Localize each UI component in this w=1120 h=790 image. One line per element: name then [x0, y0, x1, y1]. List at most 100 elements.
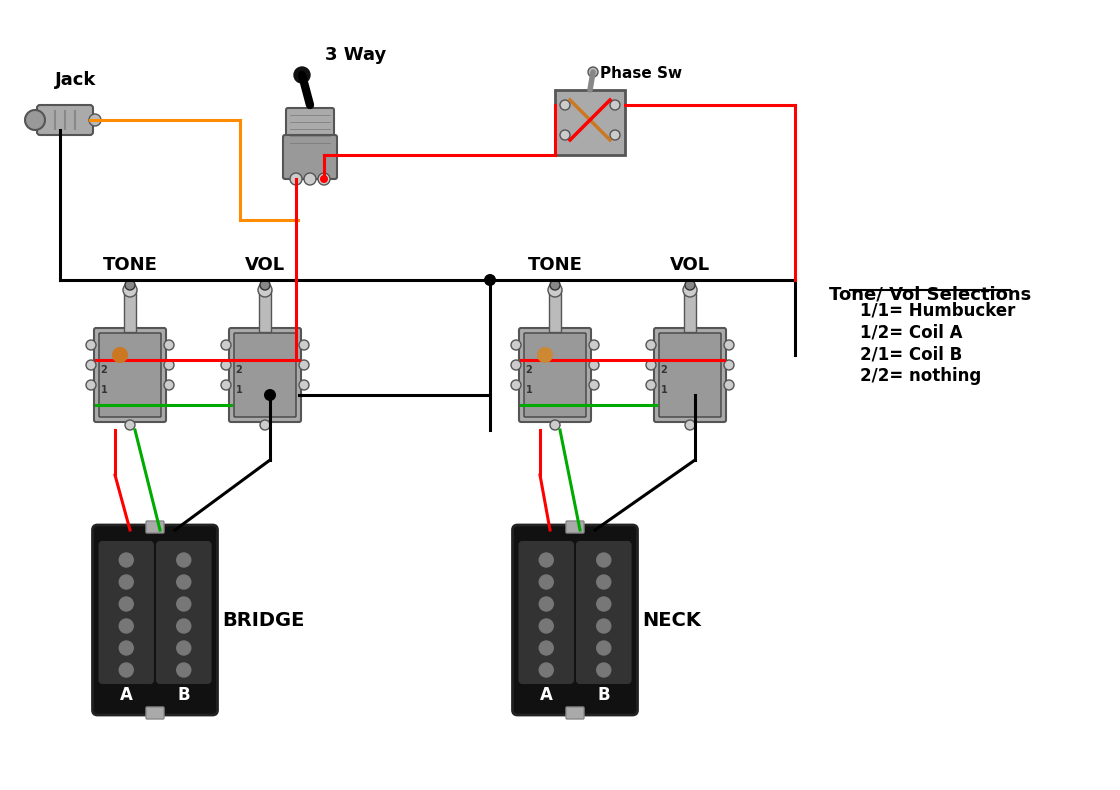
- Text: 2/2= nothing: 2/2= nothing: [860, 367, 981, 385]
- Circle shape: [550, 280, 560, 290]
- Bar: [549, 290, 561, 332]
- Text: 1: 1: [661, 385, 668, 395]
- Text: 1/2= Coil A: 1/2= Coil A: [860, 323, 962, 341]
- Circle shape: [560, 130, 570, 140]
- Circle shape: [589, 340, 599, 350]
- Circle shape: [164, 360, 174, 370]
- FancyBboxPatch shape: [513, 525, 637, 715]
- Circle shape: [318, 173, 330, 185]
- Circle shape: [539, 663, 553, 677]
- Text: 1: 1: [235, 385, 242, 395]
- Circle shape: [539, 553, 553, 567]
- Circle shape: [295, 67, 310, 83]
- Text: A: A: [540, 686, 552, 704]
- FancyBboxPatch shape: [566, 707, 584, 719]
- Circle shape: [548, 283, 562, 297]
- Circle shape: [221, 360, 231, 370]
- Text: VOL: VOL: [245, 256, 286, 274]
- Circle shape: [88, 114, 101, 126]
- FancyBboxPatch shape: [283, 135, 337, 179]
- Circle shape: [588, 67, 598, 77]
- Circle shape: [597, 597, 610, 611]
- Bar: [684, 290, 696, 332]
- Circle shape: [119, 663, 133, 677]
- FancyBboxPatch shape: [146, 707, 164, 719]
- FancyBboxPatch shape: [524, 333, 586, 417]
- Text: 1/1= Humbucker: 1/1= Humbucker: [860, 301, 1016, 319]
- Circle shape: [610, 100, 620, 110]
- Text: VOL: VOL: [670, 256, 710, 274]
- Circle shape: [119, 575, 133, 589]
- Text: 3 Way: 3 Way: [325, 46, 386, 64]
- Circle shape: [299, 380, 309, 390]
- Bar: [259, 290, 271, 332]
- Circle shape: [724, 340, 734, 350]
- Circle shape: [304, 173, 316, 185]
- FancyBboxPatch shape: [94, 328, 166, 422]
- Circle shape: [685, 420, 696, 430]
- Circle shape: [683, 283, 697, 297]
- FancyBboxPatch shape: [157, 542, 211, 683]
- Text: B: B: [177, 686, 190, 704]
- Circle shape: [290, 173, 302, 185]
- Circle shape: [177, 663, 190, 677]
- FancyBboxPatch shape: [286, 108, 334, 142]
- Circle shape: [724, 380, 734, 390]
- Text: Phase Sw: Phase Sw: [600, 66, 682, 81]
- Circle shape: [536, 347, 553, 363]
- Circle shape: [86, 340, 96, 350]
- Circle shape: [264, 389, 276, 401]
- Circle shape: [164, 340, 174, 350]
- Text: 2: 2: [525, 365, 532, 375]
- Circle shape: [320, 175, 328, 183]
- Text: Jack: Jack: [55, 71, 96, 89]
- Circle shape: [260, 280, 270, 290]
- Circle shape: [123, 283, 137, 297]
- Circle shape: [258, 283, 272, 297]
- Circle shape: [597, 641, 610, 655]
- Circle shape: [119, 553, 133, 567]
- Circle shape: [539, 641, 553, 655]
- Text: 2/1= Coil B: 2/1= Coil B: [860, 345, 962, 363]
- Circle shape: [724, 360, 734, 370]
- Circle shape: [86, 380, 96, 390]
- Circle shape: [25, 110, 45, 130]
- Circle shape: [299, 340, 309, 350]
- Text: Tone/ Vol Selections: Tone/ Vol Selections: [829, 285, 1032, 303]
- Circle shape: [511, 360, 521, 370]
- Circle shape: [484, 274, 496, 286]
- Circle shape: [646, 380, 656, 390]
- Circle shape: [299, 360, 309, 370]
- Bar: [124, 290, 136, 332]
- FancyBboxPatch shape: [37, 105, 93, 135]
- Circle shape: [177, 641, 190, 655]
- Circle shape: [86, 360, 96, 370]
- Circle shape: [589, 380, 599, 390]
- Circle shape: [597, 575, 610, 589]
- Text: NECK: NECK: [643, 611, 701, 630]
- Circle shape: [511, 380, 521, 390]
- Circle shape: [550, 420, 560, 430]
- Circle shape: [177, 597, 190, 611]
- FancyBboxPatch shape: [234, 333, 296, 417]
- Text: BRIDGE: BRIDGE: [223, 611, 305, 630]
- FancyBboxPatch shape: [566, 521, 584, 533]
- Circle shape: [177, 575, 190, 589]
- Circle shape: [560, 100, 570, 110]
- Circle shape: [597, 553, 610, 567]
- Circle shape: [125, 420, 136, 430]
- Circle shape: [119, 619, 133, 633]
- Circle shape: [597, 619, 610, 633]
- Circle shape: [112, 347, 128, 363]
- Circle shape: [164, 380, 174, 390]
- Text: 1: 1: [525, 385, 532, 395]
- Text: B: B: [597, 686, 610, 704]
- Circle shape: [177, 619, 190, 633]
- FancyBboxPatch shape: [520, 542, 573, 683]
- Circle shape: [610, 130, 620, 140]
- FancyBboxPatch shape: [577, 542, 631, 683]
- Circle shape: [511, 340, 521, 350]
- FancyBboxPatch shape: [93, 525, 217, 715]
- Circle shape: [177, 553, 190, 567]
- FancyBboxPatch shape: [100, 542, 153, 683]
